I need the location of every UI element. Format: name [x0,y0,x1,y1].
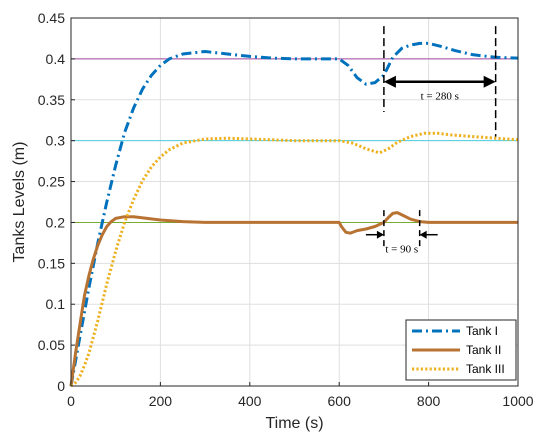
annotation-arrowhead [419,230,427,239]
legend: Tank I Tank II Tank III [405,319,517,381]
series-line [70,131,519,388]
y-axis: 0 0.05 0.1 0.15 0.2 0.25 0.3 0.35 0.4 0.45 [38,10,75,394]
legend-label: Tank I [466,324,498,338]
annotations: t = 280 s t = 90 s [365,26,497,256]
y-tick-label: 0.3 [46,133,66,149]
annotation-arrowhead [383,75,396,88]
legend-label: Tank III [466,362,505,376]
annotation-label: t = 280 s [421,91,459,103]
series-line [69,211,518,387]
x-tick-label: 0 [67,393,75,409]
y-tick-label: 0.2 [46,214,66,230]
legend-label: Tank II [466,343,501,357]
y-tick-label: 0.15 [38,255,65,271]
x-tick-label: 800 [417,393,441,409]
y-tick-label: 0.35 [38,92,65,108]
y-tick-label: 0.25 [38,174,65,190]
y-tick-label: 0.05 [38,337,65,353]
x-axis-title: Time (s) [265,415,323,432]
series-lines [69,41,519,388]
y-tick-label: 0.4 [46,51,66,67]
y-tick-label: 0 [57,378,65,394]
x-tick-label: 200 [149,393,173,409]
series-line [69,41,519,387]
x-tick-label: 400 [238,393,262,409]
x-tick-label: 1000 [502,393,533,409]
plot-frame [70,17,519,387]
annotation-arrowhead [483,75,496,88]
y-axis-title: Tanks Levels (m) [11,142,28,263]
x-axis: 0 200 400 600 800 1000 [67,382,534,409]
x-tick-label: 600 [328,393,352,409]
y-tick-label: 0.45 [38,10,65,26]
annotation-arrowhead [376,230,384,239]
annotation-label: t = 90 s [385,244,418,256]
y-tick-label: 0.1 [46,296,66,312]
